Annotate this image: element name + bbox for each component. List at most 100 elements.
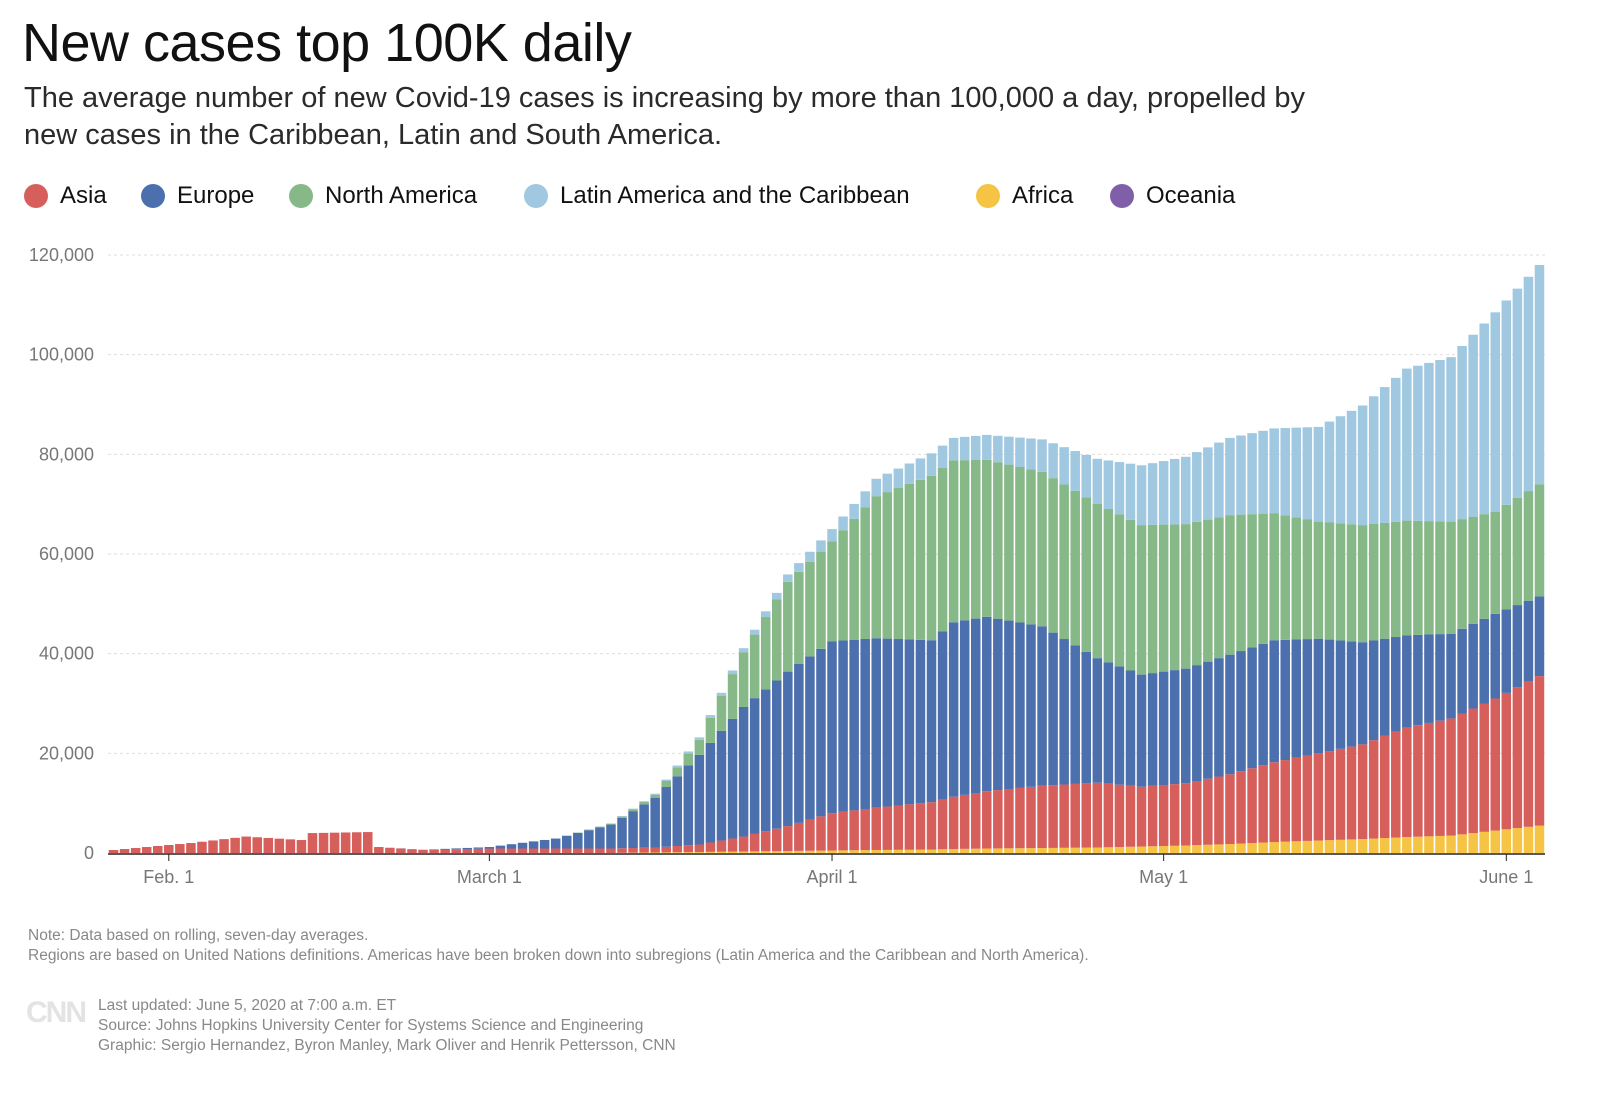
bar-segment-asia [495,848,506,853]
bar-segment-asia [274,838,285,853]
bar-segment-africa [1236,843,1246,853]
bar-segment-europe [783,671,793,827]
bar-segment-north-america [838,530,848,641]
bar-segment-europe [1236,651,1246,772]
bar-segment-north-america [1081,497,1092,652]
y-tick-label: 20,000 [39,743,94,763]
bar-segment-asia [219,839,229,853]
bar-segment-latin-america-and-the-caribbean [1346,410,1357,525]
bar-segment-europe [959,620,970,795]
bar-segment-latin-america-and-the-caribbean [1203,447,1213,520]
bar-segment-asia [948,796,959,850]
bar-segment-asia [329,832,340,853]
bar-segment-north-america [749,634,760,699]
bar-segment-north-america [1280,515,1290,640]
bar-segment-africa [1114,847,1125,853]
bar-segment-africa [650,852,660,853]
bar-segment-europe [1181,668,1191,784]
bar-segment-asia [595,848,605,853]
bar-segment-africa [794,850,804,853]
bar-segment-north-america [1512,497,1523,606]
bar-segment-africa [1070,847,1080,853]
bar-segment-africa [1280,841,1290,853]
bar-segment-africa [915,849,926,853]
bar-segment-latin-america-and-the-caribbean [915,458,926,480]
bar-segment-latin-america-and-the-caribbean [1424,362,1434,522]
bar-segment-europe [1335,640,1346,749]
bar-segment-europe [1302,639,1313,756]
bar-segment-asia [882,806,893,850]
bar-segment-asia [650,847,660,853]
bar-segment-africa [1015,848,1025,853]
bar-segment-north-america [1313,521,1324,639]
bar-segment-north-america [893,488,904,640]
bar-segment-europe [948,622,959,797]
bar-segment-africa [1048,847,1058,853]
bar-segment-asia [1236,771,1246,844]
bar-segment-europe [882,638,893,807]
bar-segment-asia [119,849,130,853]
bar-segment-latin-america-and-the-caribbean [1092,458,1103,504]
bar-segment-europe [1512,605,1523,688]
bar-segment-north-america [1103,509,1114,663]
bar-segment-asia [1225,774,1235,845]
bar-segment-europe [816,648,826,817]
bar-segment-africa [1225,844,1235,853]
bar-segment-asia [904,804,915,850]
bar-segment-latin-america-and-the-caribbean [661,779,671,781]
bar-segment-latin-america-and-the-caribbean [993,435,1003,463]
bar-segment-north-america [727,674,738,719]
bar-segment-latin-america-and-the-caribbean [1280,428,1290,516]
bar-segment-latin-america-and-the-caribbean [1070,451,1080,491]
bar-segment-europe [1125,670,1136,786]
bar-segment-asia [606,848,616,853]
legend-label-north-america: North America [325,182,478,209]
bar-segment-africa [1479,831,1489,853]
bar-segment-north-america [1379,522,1390,639]
bar-segment-europe [1015,622,1025,788]
bar-segment-asia [1501,692,1512,830]
x-tick-label: March 1 [457,867,522,887]
bar-segment-europe [1523,600,1534,682]
bar-segment-europe [1413,634,1423,726]
bar-segment-north-america [805,561,815,657]
bar-segment-europe [539,839,550,849]
bar-segment-north-america [915,479,926,640]
bar-segment-asia [141,847,152,853]
legend-item-asia: Asia [24,182,107,210]
bar-segment-north-america [1302,519,1313,640]
bar-segment-asia [1192,780,1202,846]
bar-segment-latin-america-and-the-caribbean [1357,405,1368,526]
bar-segment-latin-america-and-the-caribbean [805,551,815,562]
bar-segment-north-america [1446,521,1456,634]
bar-segment-asia [1103,783,1114,848]
bar-segment-africa [1457,834,1467,853]
bars [108,264,1545,853]
legend-item-latin-america: Latin America and the Caribbean [524,182,910,210]
bar-segment-latin-america-and-the-caribbean [1158,461,1169,525]
bar-segment-europe [1114,666,1125,785]
bar-segment-north-america [1225,515,1235,655]
bar-segment-europe [937,631,948,800]
bar-segment-europe [1070,645,1080,784]
bar-segment-europe [1081,651,1092,784]
bar-segment-latin-america-and-the-caribbean [882,473,893,493]
bar-segment-asia [1059,784,1069,848]
bar-segment-latin-america-and-the-caribbean [639,801,649,802]
bar-segment-europe [1379,638,1390,736]
bar-segment-north-america [1092,503,1103,659]
bar-segment-africa [1468,833,1478,853]
bar-segment-africa [738,851,749,853]
bar-segment-africa [993,848,1003,853]
bar-segment-europe [849,639,859,811]
bar-segment-north-america [1490,511,1501,614]
bar-segment-north-america [849,518,859,640]
bar-segment-europe [904,639,915,805]
bar-segment-europe [1225,654,1235,775]
bar-segment-north-america [617,816,627,818]
bar-segment-north-america [661,780,671,787]
bar-segment-europe [1059,639,1069,785]
bar-segment-africa [1357,839,1368,853]
bar-segment-africa [893,849,904,853]
bar-segment-europe [1391,636,1401,732]
